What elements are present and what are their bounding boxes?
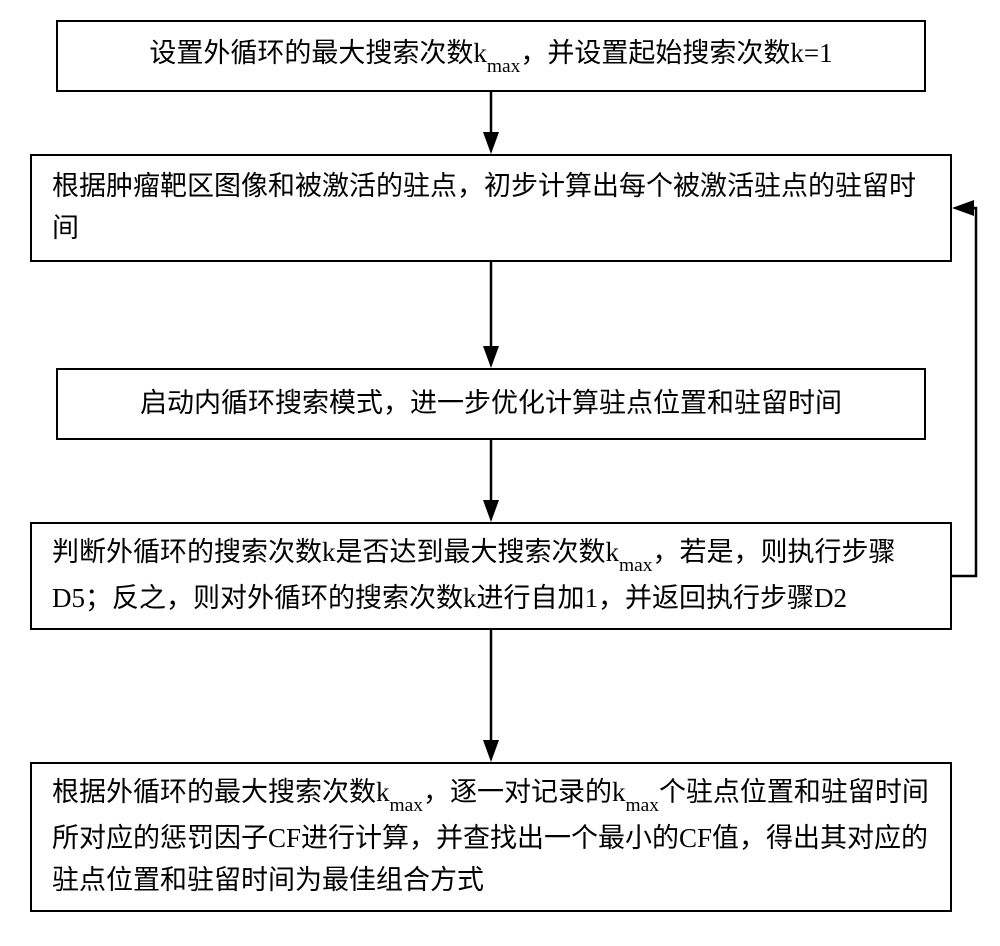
edge-n1-n2 <box>483 92 499 154</box>
flow-node-text-n1: 设置外循环的最大搜索次数kmax，并设置起始搜索次数k=1 <box>78 33 904 79</box>
edge-n3-n4 <box>483 440 499 522</box>
flow-node-n2: 根据肿瘤靶区图像和被激活的驻点，初步计算出每个被激活驻点的驻留时间 <box>30 154 952 262</box>
edge-n2-n3 <box>483 262 499 368</box>
edge-n4-n5 <box>483 630 499 762</box>
flow-node-n5: 根据外循环的最大搜索次数kmax，逐一对记录的kmax个驻点位置和驻留时间所对应… <box>30 762 952 912</box>
flow-node-n4: 判断外循环的搜索次数k是否达到最大搜索次数kmax，若是，则执行步骤D5；反之，… <box>30 522 952 630</box>
flow-node-text-n3: 启动内循环搜索模式，进一步优化计算驻点位置和驻留时间 <box>78 383 904 425</box>
flow-node-n3: 启动内循环搜索模式，进一步优化计算驻点位置和驻留时间 <box>56 368 926 440</box>
edge-n4-n2 <box>952 200 976 576</box>
flowchart-canvas: 设置外循环的最大搜索次数kmax，并设置起始搜索次数k=1 根据肿瘤靶区图像和被激… <box>0 0 1000 946</box>
flow-node-text-n5: 根据外循环的最大搜索次数kmax，逐一对记录的kmax个驻点位置和驻留时间所对应… <box>52 772 930 901</box>
flow-node-n1: 设置外循环的最大搜索次数kmax，并设置起始搜索次数k=1 <box>56 20 926 92</box>
flow-node-text-n2: 根据肿瘤靶区图像和被激活的驻点，初步计算出每个被激活驻点的驻留时间 <box>52 166 930 250</box>
flow-node-text-n4: 判断外循环的搜索次数k是否达到最大搜索次数kmax，若是，则执行步骤D5；反之，… <box>52 532 930 619</box>
